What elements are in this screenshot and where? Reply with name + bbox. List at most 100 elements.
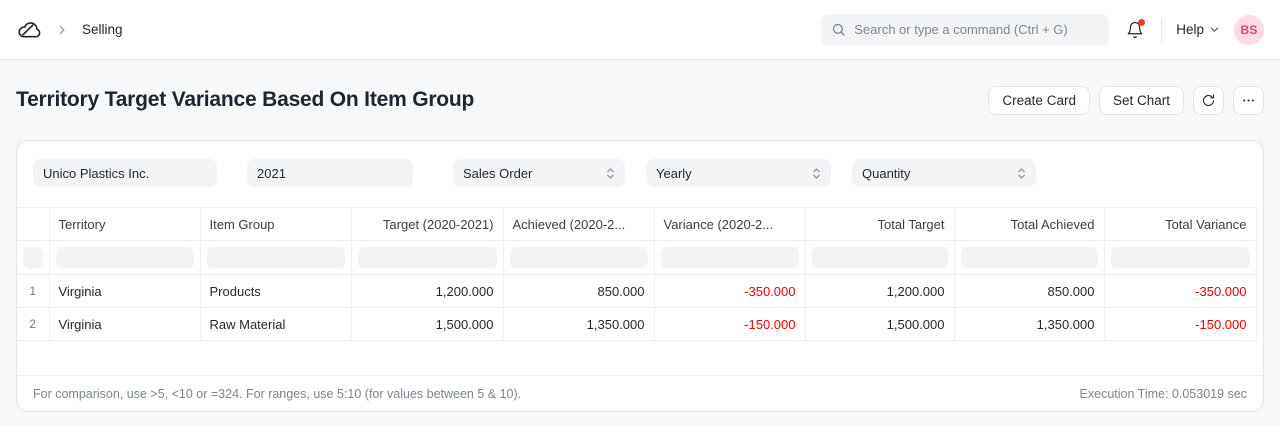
column-filter-input[interactable] xyxy=(1110,247,1250,268)
filter-bar: Sales Order Yearly Quantity xyxy=(17,141,1263,207)
column-header-label: Total Variance xyxy=(1165,216,1247,232)
cell-target[interactable]: 1,500.000 xyxy=(351,307,504,341)
column-filter-input[interactable] xyxy=(55,247,194,268)
app-logo-icon[interactable] xyxy=(16,17,42,43)
column-filter-cell-total-variance xyxy=(1104,240,1257,275)
create-card-button[interactable]: Create Card xyxy=(988,85,1090,115)
set-chart-button[interactable]: Set Chart xyxy=(1098,85,1184,115)
breadcrumb-selling[interactable]: Selling xyxy=(82,22,123,37)
row-index: 1 xyxy=(17,274,50,308)
notifications-bell-icon[interactable] xyxy=(1123,18,1147,42)
column-header-label: Variance (2020-2... xyxy=(663,216,774,232)
report-table: Territory Item Group Target (2020-2021) Ach… xyxy=(17,207,1263,341)
column-header-total-target[interactable]: Total Target xyxy=(805,207,955,241)
column-filter-cell-total-target xyxy=(805,240,955,275)
cell-total-target[interactable]: 1,200.000 xyxy=(805,274,955,308)
page-header: Territory Target Variance Based On Item … xyxy=(0,60,1280,140)
column-header-label: Target (2020-2021) xyxy=(382,216,494,232)
cell-variance[interactable]: -350.000 xyxy=(654,274,806,308)
navbar-divider xyxy=(1161,17,1163,42)
cell-item-group[interactable]: Raw Material xyxy=(200,307,352,341)
chevron-down-icon xyxy=(1210,27,1219,32)
column-filter-input[interactable] xyxy=(960,247,1098,268)
notification-dot xyxy=(1138,18,1146,26)
column-header-total-achieved[interactable]: Total Achieved xyxy=(954,207,1105,241)
execution-time-text: Execution Time: 0.053019 sec xyxy=(1079,386,1247,401)
cell-territory[interactable]: Virginia xyxy=(49,307,201,341)
column-header-target[interactable]: Target (2020-2021) xyxy=(351,207,504,241)
table-header-row: Territory Item Group Target (2020-2021) Ach… xyxy=(17,207,1263,241)
column-filter-input[interactable] xyxy=(509,247,648,268)
breadcrumb-chevron-icon xyxy=(56,24,68,36)
table-footer: For comparison, use >5, <10 or =324. For… xyxy=(17,375,1263,411)
more-actions-button[interactable] xyxy=(1233,85,1264,115)
cell-target[interactable]: 1,200.000 xyxy=(351,274,504,308)
filter-doctype-select[interactable]: Sales Order xyxy=(453,159,625,187)
column-header-item-group[interactable]: Item Group xyxy=(200,207,352,241)
column-header-total-variance[interactable]: Total Variance xyxy=(1104,207,1257,241)
filter-target-on-value: Quantity xyxy=(862,165,911,181)
column-header-label: Territory xyxy=(58,216,106,232)
table-right-gutter xyxy=(1256,241,1263,275)
column-filter-input[interactable] xyxy=(811,247,948,268)
global-search[interactable] xyxy=(821,13,1110,46)
column-filter-input[interactable] xyxy=(23,247,43,268)
cell-item-group[interactable]: Products xyxy=(200,274,352,308)
select-caret-icon xyxy=(607,167,614,179)
cell-total-achieved[interactable]: 850.000 xyxy=(954,274,1105,308)
column-filter-cell-target xyxy=(351,240,504,275)
refresh-icon xyxy=(1203,94,1215,106)
table-right-gutter xyxy=(1256,275,1263,308)
column-header-variance[interactable]: Variance (2020-2... xyxy=(654,207,806,241)
cell-territory[interactable]: Virginia xyxy=(49,274,201,308)
ellipsis-icon xyxy=(1243,99,1254,101)
column-filter-cell-item-group xyxy=(200,240,352,275)
filter-doctype-value: Sales Order xyxy=(463,165,533,181)
column-header-achieved[interactable]: Achieved (2020-2... xyxy=(503,207,655,241)
column-filter-input[interactable] xyxy=(357,247,497,268)
filter-fiscal-year-input[interactable] xyxy=(247,159,413,187)
report-card: Sales Order Yearly Quantity Territory Ite… xyxy=(16,140,1264,412)
table-row: 2 Virginia Raw Material 1,500.000 1,350.000-… xyxy=(17,307,1263,341)
page-title: Territory Target Variance Based On Item … xyxy=(16,88,475,111)
column-header-label: Total Target xyxy=(877,216,945,232)
column-header-territory[interactable]: Territory xyxy=(49,207,201,241)
column-header-label: Total Achieved xyxy=(1010,216,1095,232)
cell-total-achieved[interactable]: 1,350.000 xyxy=(954,307,1105,341)
cell-variance[interactable]: -150.000 xyxy=(654,307,806,341)
refresh-button[interactable] xyxy=(1193,85,1224,115)
cell-total-variance[interactable]: -150.000 xyxy=(1104,307,1257,341)
filter-hint-text: For comparison, use >5, <10 or =324. For… xyxy=(33,386,522,401)
filter-period-value: Yearly xyxy=(656,165,692,181)
column-filter-cell-achieved xyxy=(503,240,655,275)
select-caret-icon xyxy=(813,167,820,179)
user-avatar[interactable]: BS xyxy=(1234,14,1264,45)
filter-period-select[interactable]: Yearly xyxy=(646,159,831,187)
help-menu[interactable]: Help xyxy=(1176,22,1220,37)
column-header-label: Achieved (2020-2... xyxy=(512,216,626,232)
column-filter-cell-index xyxy=(17,240,50,275)
column-filter-cell-variance xyxy=(654,240,806,275)
table-row: 1 Virginia Products 1,200.000 850.000 -350.00… xyxy=(17,274,1263,308)
select-caret-icon xyxy=(1018,167,1025,179)
table-empty-area xyxy=(17,341,1263,375)
table-right-gutter xyxy=(1256,308,1263,341)
cell-total-variance[interactable]: -350.000 xyxy=(1104,274,1257,308)
filter-company-input[interactable] xyxy=(33,159,217,187)
column-filter-cell-total-achieved xyxy=(954,240,1105,275)
cell-achieved[interactable]: 850.000 xyxy=(503,274,655,308)
column-filter-cell-territory xyxy=(49,240,201,275)
help-label: Help xyxy=(1176,22,1204,37)
global-search-input[interactable] xyxy=(854,22,1100,37)
cell-achieved[interactable]: 1,350.000 xyxy=(503,307,655,341)
column-filter-input[interactable] xyxy=(206,247,345,268)
search-icon xyxy=(831,22,846,37)
column-header-index[interactable] xyxy=(17,207,50,241)
column-filter-input[interactable] xyxy=(660,247,799,268)
column-header-label: Item Group xyxy=(209,216,275,232)
filter-target-on-select[interactable]: Quantity xyxy=(852,159,1036,187)
table-right-gutter xyxy=(1256,208,1263,241)
cell-total-target[interactable]: 1,500.000 xyxy=(805,307,955,341)
column-filter-row xyxy=(17,240,1263,275)
navbar: Selling Help BS xyxy=(0,0,1280,60)
